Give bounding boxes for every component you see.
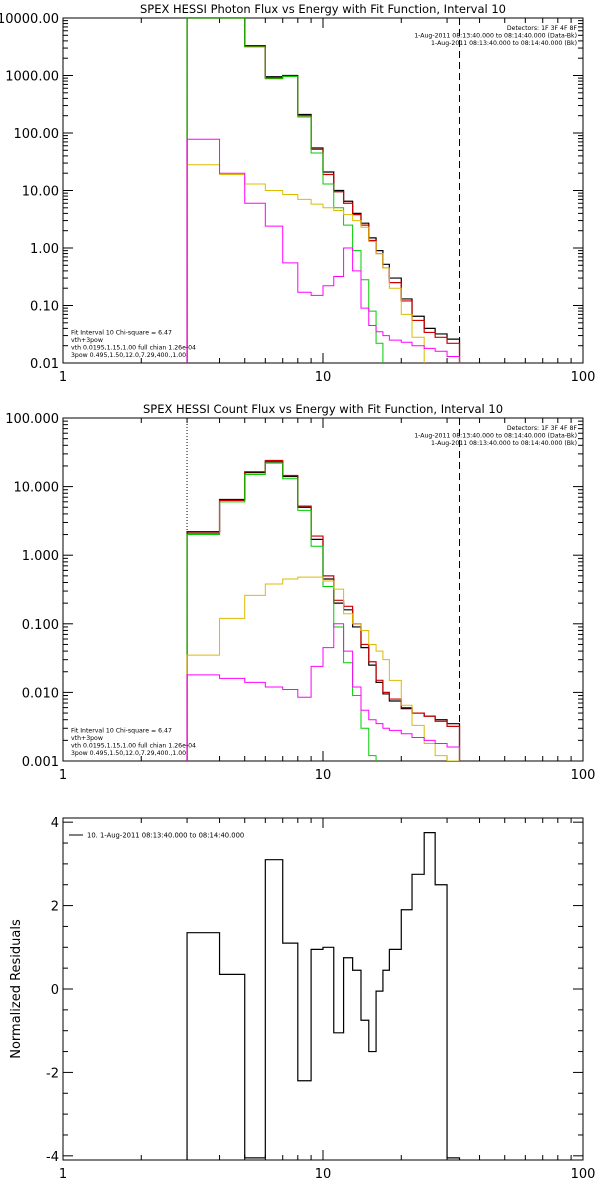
x-tick-label: 100: [571, 1167, 596, 1182]
chart-title: SPEX HESSI Photon Flux vs Energy with Fi…: [140, 2, 506, 16]
chart-title: SPEX HESSI Count Flux vs Energy with Fit…: [143, 402, 503, 416]
legend-bottom-left-entry: 3pow 0.495,1.50,12.0,7.29,400.,1.00: [71, 750, 186, 757]
y-tick-label: 0.01: [30, 357, 59, 372]
y-tick-label: 10000.00: [0, 12, 59, 27]
y-tick-label: -4: [46, 1150, 59, 1165]
plot-frame: [62, 17, 584, 364]
y-tick-label: 100.00: [14, 127, 60, 142]
series-1-line: [186, 461, 461, 761]
x-tick-label: 10: [315, 1167, 332, 1182]
plot-frame: [62, 817, 584, 1161]
y-tick-label: 0.001: [22, 755, 59, 770]
y-axis-label: Normalized Residuals: [9, 919, 24, 1059]
x-tick-label: 1: [59, 768, 67, 783]
panel-3: 1 10 100 4 2 0 -2 -4 Normalized Residuals 10. 1-A…: [9, 816, 595, 1182]
legend-bottom-left-entry: Fit Interval 10 Chi-square = 6.47: [71, 330, 172, 337]
y-tick-label: 2: [51, 900, 59, 915]
legend-bottom-left-entry: vth 0.0195,1.15,1.00 full chian 1.26e-04: [71, 743, 196, 750]
legend-top-right-entry: Detectors: 1F 3F 4F 8F: [507, 25, 578, 32]
x-tick-label: 1: [59, 370, 67, 385]
legend-top-left-entry: 10. 1-Aug-2011 08:13:40.000 to 08:14:40.…: [87, 832, 244, 840]
series-3-line: [186, 18, 384, 363]
series-2-line: [186, 18, 461, 363]
legend-bottom-left-entry: vth+3pow: [71, 735, 103, 742]
y-tick-label: 1.000: [22, 549, 59, 564]
x-tick-label: 100: [571, 768, 596, 783]
legend-top-right-entry: 1-Aug-2011 08:13:40.000 to 08:14:40.000 …: [431, 440, 577, 447]
x-tick-label: 10: [315, 768, 332, 783]
y-tick-label: 10.00: [22, 185, 59, 200]
panel-2: SPEX HESSI Count Flux vs Energy with Fit…: [5, 402, 595, 783]
panel-1: SPEX HESSI Photon Flux vs Energy with Fi…: [0, 2, 595, 385]
y-tick-label: 1.00: [30, 242, 59, 257]
data-area: [186, 832, 461, 1160]
series-3-line: [186, 462, 377, 761]
legend-top-right-entry: 1-Aug-2011 08:13:40.000 to 08:14:40.000 …: [431, 40, 577, 47]
legend-bottom-left-entry: 3pow 0.495,1.50,12.0,7.29,400.,1.00: [71, 352, 186, 359]
y-tick-label: 1000.00: [5, 70, 59, 85]
legend-top-right-entry: 1-Aug-2011 08:13:40.000 to 08:14:40.000 …: [414, 433, 577, 440]
data-area: [186, 418, 461, 761]
series-4-line: [186, 576, 461, 761]
y-tick-label: 100.000: [5, 412, 59, 427]
y-tick-label: 0.010: [22, 686, 59, 701]
series-2-line: [186, 459, 461, 761]
legend-bottom-left-entry: vth 0.0195,1.15,1.00 full chian 1.26e-04: [71, 345, 196, 352]
legend-top-right-entry: 1-Aug-2011 08:13:40.000 to 08:14:40.000 …: [414, 33, 577, 40]
x-tick-label: 100: [571, 370, 596, 385]
y-tick-label: -2: [46, 1066, 59, 1081]
y-tick-label: 10.000: [14, 481, 60, 496]
series-5-line: [186, 138, 461, 363]
x-tick-label: 1: [59, 1167, 67, 1182]
series-1-line: [186, 18, 461, 363]
legend-bottom-left-entry: vth+3pow: [71, 337, 103, 344]
legend-top-right-entry: Detectors: 1F 3F 4F 8F: [507, 425, 578, 432]
series-1-line: [186, 832, 461, 1160]
y-tick-label: 0: [51, 983, 59, 998]
y-tick-label: 4: [51, 816, 59, 831]
x-tick-label: 10: [315, 370, 332, 385]
y-tick-label: 0.100: [22, 618, 59, 633]
y-tick-label: 0.10: [30, 300, 59, 315]
series-5-line: [186, 623, 461, 761]
series-4-line: [186, 164, 425, 363]
plot-frame: [62, 417, 584, 762]
legend-bottom-left-entry: Fit Interval 10 Chi-square = 6.47: [71, 728, 172, 735]
data-area: [186, 18, 461, 363]
